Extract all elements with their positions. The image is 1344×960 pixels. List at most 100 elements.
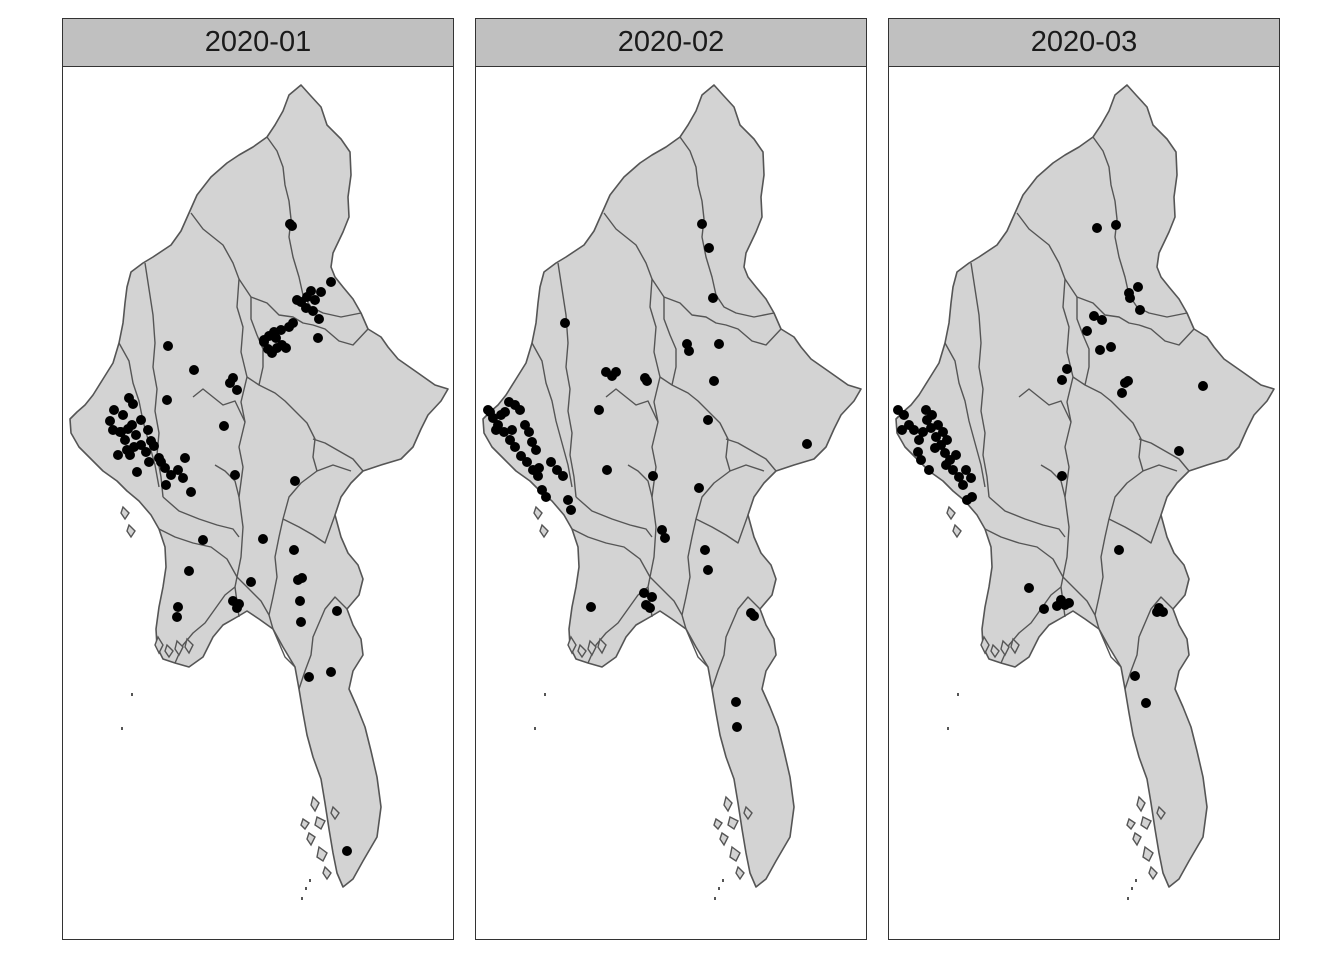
island bbox=[121, 727, 123, 730]
event-point bbox=[143, 425, 153, 435]
event-point bbox=[310, 295, 320, 305]
region-boundary bbox=[158, 528, 238, 578]
facet-panel-2020-01: 2020-01 bbox=[62, 18, 454, 940]
event-point bbox=[541, 492, 551, 502]
island bbox=[743, 805, 753, 821]
event-point bbox=[304, 672, 314, 682]
event-point bbox=[186, 487, 196, 497]
region-boundary bbox=[192, 388, 246, 423]
event-point bbox=[1133, 282, 1143, 292]
island bbox=[330, 805, 340, 821]
event-point bbox=[289, 545, 299, 555]
event-point bbox=[219, 421, 229, 431]
event-point bbox=[306, 286, 316, 296]
event-point bbox=[966, 473, 976, 483]
event-point bbox=[533, 471, 543, 481]
event-point bbox=[749, 611, 759, 621]
island bbox=[154, 635, 164, 655]
island bbox=[713, 817, 723, 831]
island bbox=[1148, 865, 1158, 881]
event-point bbox=[125, 450, 135, 460]
event-point bbox=[120, 435, 130, 445]
island bbox=[946, 505, 956, 521]
event-point bbox=[1092, 223, 1102, 233]
island bbox=[597, 637, 607, 655]
island bbox=[164, 643, 174, 659]
event-point bbox=[326, 277, 336, 287]
region-boundary bbox=[725, 438, 777, 472]
region-boundary bbox=[238, 278, 369, 346]
event-point bbox=[897, 425, 907, 435]
island bbox=[718, 887, 720, 890]
island bbox=[1131, 887, 1133, 890]
event-point bbox=[1106, 342, 1116, 352]
event-point bbox=[1125, 293, 1135, 303]
region-boundary bbox=[1018, 388, 1072, 423]
event-point bbox=[232, 385, 242, 395]
region-boundary bbox=[174, 586, 236, 664]
event-point bbox=[136, 415, 146, 425]
region-boundary bbox=[272, 628, 296, 668]
event-point bbox=[515, 405, 525, 415]
region-boundary bbox=[649, 576, 687, 630]
region-boundary bbox=[1138, 438, 1190, 472]
event-point bbox=[113, 450, 123, 460]
island bbox=[727, 815, 739, 831]
event-point bbox=[496, 410, 506, 420]
country-outline bbox=[895, 84, 1275, 888]
event-point bbox=[642, 376, 652, 386]
event-point bbox=[1024, 583, 1034, 593]
event-point bbox=[198, 535, 208, 545]
event-point bbox=[731, 697, 741, 707]
event-point bbox=[234, 599, 244, 609]
event-point bbox=[684, 346, 694, 356]
event-point bbox=[611, 367, 621, 377]
event-point bbox=[708, 293, 718, 303]
event-point bbox=[292, 295, 302, 305]
island bbox=[980, 635, 990, 655]
facet-strip-label: 2020-01 bbox=[62, 18, 454, 67]
event-point bbox=[173, 602, 183, 612]
event-point bbox=[1057, 375, 1067, 385]
region-boundary bbox=[603, 212, 661, 618]
island bbox=[729, 845, 741, 863]
event-point bbox=[1089, 311, 1099, 321]
event-point bbox=[1095, 345, 1105, 355]
event-point bbox=[534, 463, 544, 473]
event-point bbox=[899, 410, 909, 420]
map-frame bbox=[888, 66, 1280, 940]
island bbox=[1126, 817, 1136, 831]
island bbox=[1135, 879, 1137, 882]
event-point bbox=[485, 407, 495, 417]
region-boundary bbox=[1000, 586, 1062, 664]
event-point bbox=[281, 343, 291, 353]
region-boundary bbox=[627, 464, 653, 498]
island bbox=[957, 693, 959, 696]
island bbox=[120, 505, 130, 521]
event-point bbox=[709, 376, 719, 386]
event-point bbox=[522, 457, 532, 467]
event-point bbox=[918, 427, 928, 437]
event-point bbox=[941, 460, 951, 470]
region-boundary bbox=[246, 376, 318, 472]
region-boundary bbox=[162, 496, 240, 538]
island bbox=[947, 727, 949, 730]
facet-panel-2020-03: 2020-03 bbox=[888, 18, 1280, 940]
region-boundary bbox=[587, 586, 649, 664]
event-point bbox=[166, 470, 176, 480]
island bbox=[184, 637, 194, 655]
facet-panel-2020-02: 2020-02 bbox=[475, 18, 867, 940]
myanmar-map bbox=[482, 84, 862, 900]
event-point bbox=[491, 425, 501, 435]
region-boundary bbox=[1098, 628, 1122, 668]
island bbox=[567, 635, 577, 655]
event-point bbox=[951, 450, 961, 460]
event-point bbox=[1057, 471, 1067, 481]
event-point bbox=[657, 525, 667, 535]
event-point bbox=[1114, 545, 1124, 555]
event-point bbox=[163, 341, 173, 351]
event-point bbox=[938, 427, 948, 437]
event-point bbox=[933, 420, 943, 430]
island bbox=[722, 879, 724, 882]
event-point bbox=[566, 505, 576, 515]
